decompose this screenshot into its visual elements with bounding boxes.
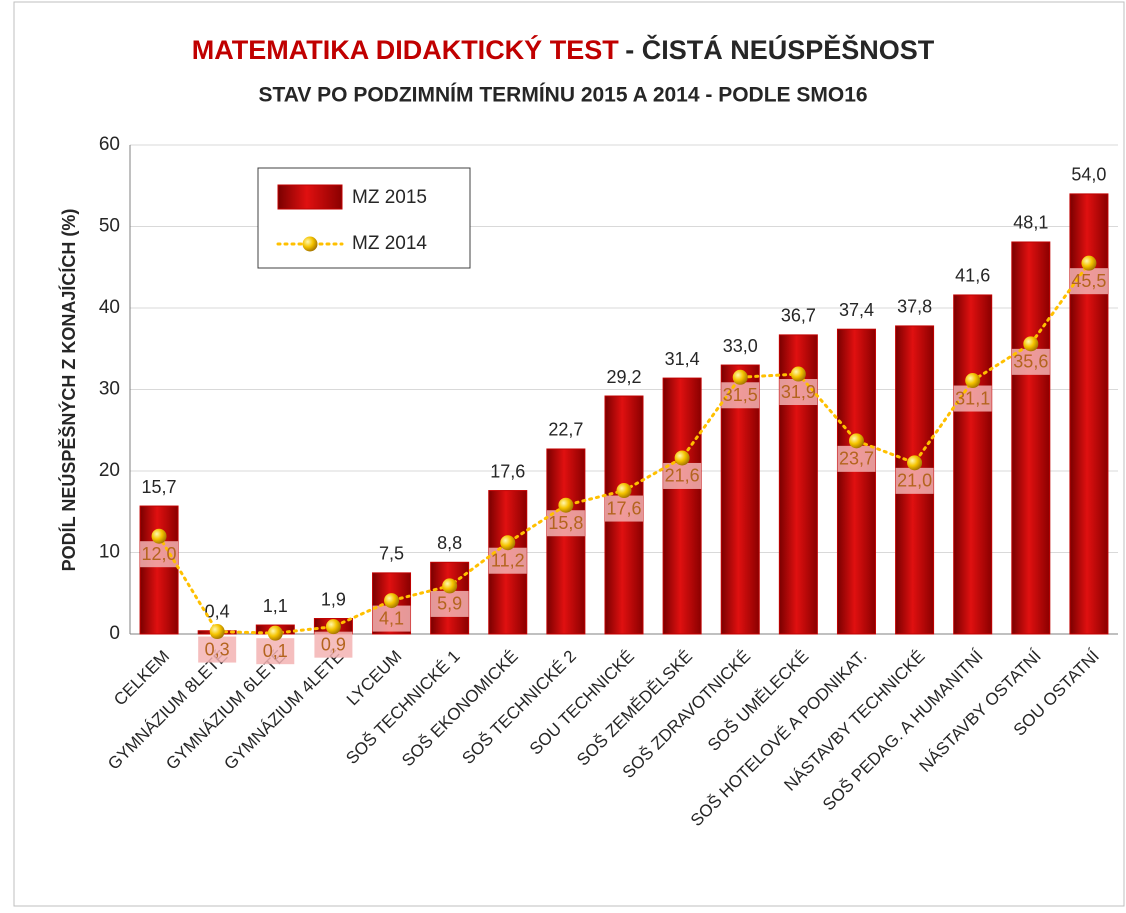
- marker: [732, 369, 748, 385]
- label-backdrop: [198, 636, 237, 663]
- bar: [546, 448, 586, 635]
- label-backdrop: [837, 445, 876, 472]
- bar-value-label: 37,4: [839, 300, 874, 320]
- label-backdrop: [1011, 348, 1050, 375]
- label-backdrop: [895, 467, 934, 494]
- y-tick-label: 40: [99, 297, 120, 318]
- bar: [953, 294, 993, 635]
- line-value-label: 23,7: [839, 449, 874, 469]
- line-value-label: 45,5: [1071, 271, 1106, 291]
- bar-value-label: 22,7: [548, 420, 583, 440]
- title-part: - ČISTÁ NEÚSPĚŠNOST: [625, 34, 935, 65]
- line-value-label: 35,6: [1013, 352, 1048, 372]
- line-value-label: 31,5: [723, 385, 758, 405]
- bar: [720, 364, 760, 635]
- bar-value-label: 48,1: [1013, 213, 1048, 233]
- bar-value-label: 17,6: [490, 461, 525, 481]
- legend-label: MZ 2014: [352, 233, 427, 254]
- marker: [384, 593, 400, 609]
- line-value-label: 11,2: [491, 550, 525, 570]
- marker: [151, 528, 167, 544]
- label-backdrop: [256, 638, 295, 665]
- line-value-label: 17,6: [606, 498, 641, 518]
- bar: [836, 328, 876, 635]
- bar: [139, 505, 179, 635]
- line-value-label: 0,9: [321, 634, 346, 654]
- bar-value-label: 7,5: [379, 544, 404, 564]
- line-value-label: 31,9: [781, 382, 816, 402]
- y-tick-label: 60: [99, 134, 120, 155]
- y-tick-label: 30: [99, 379, 120, 400]
- label-backdrop: [430, 590, 469, 617]
- marker: [500, 535, 516, 551]
- line-value-label: 4,1: [379, 608, 404, 628]
- bar-value-label: 15,7: [142, 477, 177, 497]
- bar: [1011, 241, 1051, 635]
- y-tick-label: 0: [109, 623, 120, 644]
- marker: [848, 433, 864, 449]
- marker: [325, 619, 341, 635]
- label-backdrop: [605, 495, 643, 522]
- line-value-label: 15,8: [548, 513, 583, 533]
- line-value-label: 21,0: [897, 471, 932, 491]
- marker: [790, 366, 806, 382]
- y-axis-label: PODÍL NEÚSPĚŠNÝCH Z KONAJÍCÍCH (%): [58, 209, 79, 572]
- bar-value-label: 1,9: [321, 589, 346, 609]
- bar-value-label: 29,2: [606, 367, 641, 387]
- marker: [442, 578, 458, 594]
- marker: [965, 373, 981, 389]
- marker: [674, 450, 690, 466]
- legend-swatch: [277, 184, 343, 210]
- bar-value-label: 37,8: [897, 297, 932, 317]
- legend-label: MZ 2015: [352, 187, 427, 208]
- label-backdrop: [721, 382, 760, 409]
- label-backdrop: [663, 462, 702, 489]
- y-tick-label: 50: [99, 216, 120, 237]
- bar-value-label: 1,1: [263, 596, 288, 616]
- y-tick-label: 20: [99, 460, 120, 481]
- chart-subtitle: STAV PO PODZIMNÍM TERMÍNU 2015 A 2014 - …: [258, 84, 867, 107]
- bar: [662, 377, 702, 635]
- label-backdrop: [314, 631, 353, 658]
- bar-value-label: 31,4: [665, 349, 700, 369]
- line-value-label: 0,3: [205, 639, 230, 659]
- line-value-label: 31,1: [955, 388, 990, 408]
- marker: [1023, 336, 1039, 352]
- line-value-label: 5,9: [437, 594, 462, 614]
- bar-value-label: 33,0: [723, 336, 758, 356]
- bar-value-label: 8,8: [437, 533, 462, 553]
- line-value-label: 12,0: [142, 544, 177, 564]
- marker: [209, 624, 225, 640]
- bar-value-label: 0,4: [205, 601, 230, 621]
- label-backdrop: [372, 605, 411, 632]
- y-tick-label: 10: [99, 542, 120, 563]
- marker: [907, 455, 923, 471]
- line-value-label: 0,1: [263, 641, 288, 661]
- bar-value-label: 54,0: [1071, 165, 1106, 185]
- marker: [1081, 255, 1097, 271]
- label-backdrop: [779, 379, 818, 406]
- bar-value-label: 41,6: [955, 266, 990, 286]
- title-part: MATEMATIKA DIDAKTICKÝ TEST: [192, 34, 619, 65]
- line-value-label: 21,6: [665, 466, 700, 486]
- chart-title: MATEMATIKA DIDAKTICKÝ TEST - ČISTÁ NEÚSPĚ…: [192, 34, 935, 65]
- legend-swatch: [302, 236, 318, 252]
- marker: [558, 497, 574, 513]
- marker: [616, 483, 632, 499]
- marker: [267, 625, 283, 641]
- bar-value-label: 36,7: [781, 306, 816, 326]
